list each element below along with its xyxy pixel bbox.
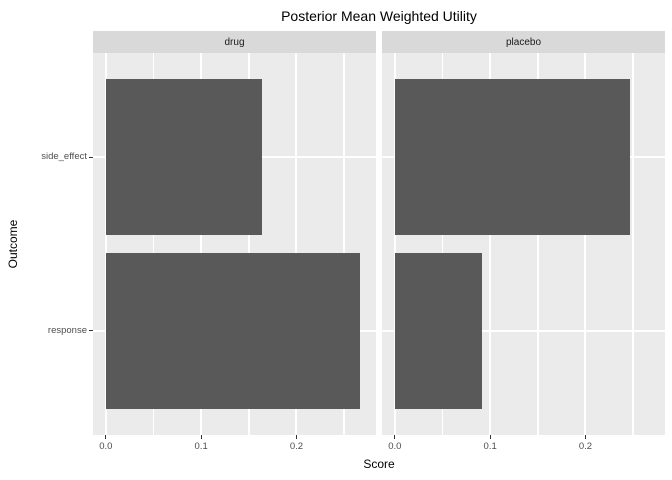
minor-gridline-v (632, 53, 634, 435)
x-tick-label: 0.2 (289, 441, 304, 452)
x-tick-label: 0.1 (483, 441, 497, 452)
x-tick (394, 435, 396, 439)
facet-strip-label: placebo (505, 36, 542, 48)
facet-panel-drug (93, 53, 376, 435)
major-gridline-v (104, 53, 107, 435)
facet-strip-label: drug (224, 36, 245, 48)
x-axis-title: Score (363, 457, 395, 471)
y-tick-label: side_effect (41, 151, 87, 163)
bar-placebo-response (394, 252, 482, 409)
minor-gridline-v (441, 53, 444, 435)
major-gridline-h (382, 329, 665, 332)
minor-gridline-v (537, 53, 539, 435)
facet-strip-drug: drug (93, 31, 376, 53)
chart-title: Posterior Mean Weighted Utility (281, 8, 477, 24)
minor-gridline-v (343, 53, 345, 435)
minor-gridline-v (248, 53, 250, 435)
x-tick (105, 435, 107, 439)
y-tick (89, 330, 93, 332)
facet-panel-placebo (382, 53, 665, 435)
major-gridline-v (584, 53, 587, 435)
x-tick (295, 435, 297, 439)
bar-drug-side_effect (105, 79, 263, 236)
x-tick-label: 0.0 (99, 441, 113, 452)
x-tick-label: 0.1 (194, 441, 208, 452)
facet-strip-placebo: placebo (382, 31, 665, 53)
major-gridline-v (393, 53, 396, 435)
bar-drug-response (105, 252, 361, 409)
major-gridline-v (295, 53, 298, 435)
x-tick (489, 435, 491, 439)
y-tick-label: response (47, 324, 87, 336)
y-axis-title: Outcome (6, 219, 20, 269)
x-tick (200, 435, 202, 439)
x-tick (584, 435, 586, 439)
y-tick (89, 156, 93, 158)
x-tick-label: 0.0 (388, 441, 402, 452)
major-gridline-v (489, 53, 492, 435)
x-tick-label: 0.2 (578, 441, 593, 452)
major-gridline-v (200, 53, 203, 435)
bar-placebo-side_effect (394, 79, 631, 236)
minor-gridline-v (152, 53, 155, 435)
